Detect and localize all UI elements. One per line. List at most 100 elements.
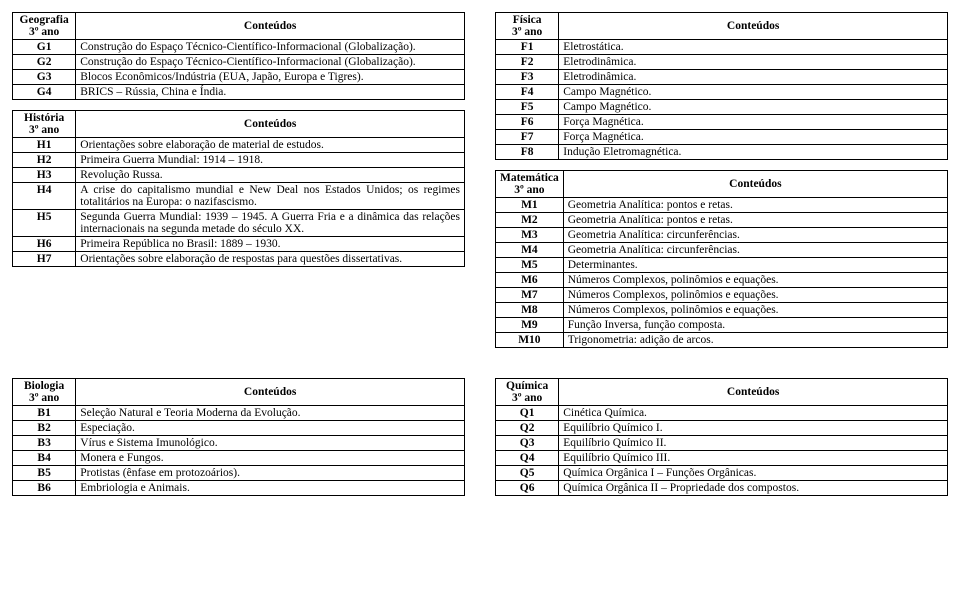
row-code: G1 [13, 40, 76, 55]
subject-header: Biologia3º ano [13, 379, 76, 406]
row-code: F5 [496, 100, 559, 115]
table-row: G3Blocos Econômicos/Indústria (EUA, Japã… [13, 70, 465, 85]
row-code: M3 [496, 228, 564, 243]
row-code: B5 [13, 466, 76, 481]
table-row: F5Campo Magnético. [496, 100, 948, 115]
row-content: Primeira Guerra Mundial: 1914 – 1918. [76, 153, 465, 168]
row-code: M5 [496, 258, 564, 273]
row-code: H5 [13, 210, 76, 237]
row-content: Geometria Analítica: circunferências. [563, 228, 947, 243]
table-row: H2Primeira Guerra Mundial: 1914 – 1918. [13, 153, 465, 168]
table-row: Q3Equilíbrio Químico II. [496, 436, 948, 451]
row-code: Q4 [496, 451, 559, 466]
row-code: M8 [496, 303, 564, 318]
table-row: H1Orientações sobre elaboração de materi… [13, 138, 465, 153]
table-row: F4Campo Magnético. [496, 85, 948, 100]
row-code: G4 [13, 85, 76, 100]
table-header-row: Química3º anoConteúdos [496, 379, 948, 406]
table-row: M8Números Complexos, polinômios e equaçõ… [496, 303, 948, 318]
row-code: B1 [13, 406, 76, 421]
row-content: Segunda Guerra Mundial: 1939 – 1945. A G… [76, 210, 465, 237]
row-content: Protistas (ênfase em protozoários). [76, 466, 465, 481]
table-row: Q6Química Orgânica II – Propriedade dos … [496, 481, 948, 496]
content-header: Conteúdos [76, 111, 465, 138]
row-code: Q1 [496, 406, 559, 421]
table-header-row: História3º anoConteúdos [13, 111, 465, 138]
row-content: Cinética Química. [559, 406, 948, 421]
row-content: Eletrostática. [559, 40, 948, 55]
row-content: Números Complexos, polinômios e equações… [563, 303, 947, 318]
table-row: F6Força Magnética. [496, 115, 948, 130]
subject-header: Matemática3º ano [496, 171, 564, 198]
row-content: Campo Magnético. [559, 100, 948, 115]
row-code: H1 [13, 138, 76, 153]
subject-table: Biologia3º anoConteúdosB1Seleção Natural… [12, 378, 465, 496]
row-content: Geometria Analítica: pontos e retas. [563, 213, 947, 228]
bottom-row: Biologia3º anoConteúdosB1Seleção Natural… [12, 378, 948, 506]
subject-header: Física3º ano [496, 13, 559, 40]
row-content: Geometria Analítica: circunferências. [563, 243, 947, 258]
table-row: B4Monera e Fungos. [13, 451, 465, 466]
table-row: H7Orientações sobre elaboração de respos… [13, 252, 465, 267]
top-right-column: Física3º anoConteúdosF1Eletrostática.F2E… [495, 12, 948, 358]
row-content: Química Orgânica I – Funções Orgânicas. [559, 466, 948, 481]
table-row: G1Construção do Espaço Técnico-Científic… [13, 40, 465, 55]
row-code: H4 [13, 183, 76, 210]
row-code: F7 [496, 130, 559, 145]
row-code: B3 [13, 436, 76, 451]
table-row: M2Geometria Analítica: pontos e retas. [496, 213, 948, 228]
row-content: Primeira República no Brasil: 1889 – 193… [76, 237, 465, 252]
table-row: M3Geometria Analítica: circunferências. [496, 228, 948, 243]
row-content: Embriologia e Animais. [76, 481, 465, 496]
row-content: Orientações sobre elaboração de resposta… [76, 252, 465, 267]
content-header: Conteúdos [563, 171, 947, 198]
table-row: F3Eletrodinâmica. [496, 70, 948, 85]
bottom-right-column: Química3º anoConteúdosQ1Cinética Química… [495, 378, 948, 506]
table-row: M5Determinantes. [496, 258, 948, 273]
row-content: BRICS – Rússia, China e Índia. [76, 85, 465, 100]
table-row: H3Revolução Russa. [13, 168, 465, 183]
subject-table: Matemática3º anoConteúdosM1Geometria Ana… [495, 170, 948, 348]
row-content: Vírus e Sistema Imunológico. [76, 436, 465, 451]
row-content: Blocos Econômicos/Indústria (EUA, Japão,… [76, 70, 465, 85]
subject-header: Geografia3º ano [13, 13, 76, 40]
subject-table: Química3º anoConteúdosQ1Cinética Química… [495, 378, 948, 496]
content-header: Conteúdos [559, 13, 948, 40]
row-code: F8 [496, 145, 559, 160]
row-content: Trigonometria: adição de arcos. [563, 333, 947, 348]
row-code: F3 [496, 70, 559, 85]
row-content: Determinantes. [563, 258, 947, 273]
row-content: Equilíbrio Químico III. [559, 451, 948, 466]
row-code: F1 [496, 40, 559, 55]
row-content: Construção do Espaço Técnico-Científico-… [76, 40, 465, 55]
content-header: Conteúdos [76, 13, 465, 40]
row-code: M9 [496, 318, 564, 333]
row-content: Eletrodinâmica. [559, 70, 948, 85]
row-content: Números Complexos, polinômios e equações… [563, 273, 947, 288]
row-code: F2 [496, 55, 559, 70]
row-code: F4 [496, 85, 559, 100]
table-row: M10Trigonometria: adição de arcos. [496, 333, 948, 348]
row-code: F6 [496, 115, 559, 130]
table-row: M9Função Inversa, função composta. [496, 318, 948, 333]
row-content: Equilíbrio Químico II. [559, 436, 948, 451]
row-code: H7 [13, 252, 76, 267]
row-content: Força Magnética. [559, 130, 948, 145]
row-content: Eletrodinâmica. [559, 55, 948, 70]
subject-table: Geografia3º anoConteúdosG1Construção do … [12, 12, 465, 100]
row-code: Q6 [496, 481, 559, 496]
table-row: B1Seleção Natural e Teoria Moderna da Ev… [13, 406, 465, 421]
table-row: Q1Cinética Química. [496, 406, 948, 421]
row-content: Seleção Natural e Teoria Moderna da Evol… [76, 406, 465, 421]
table-row: F7Força Magnética. [496, 130, 948, 145]
row-content: Indução Eletromagnética. [559, 145, 948, 160]
row-code: M7 [496, 288, 564, 303]
row-content: Química Orgânica II – Propriedade dos co… [559, 481, 948, 496]
row-content: A crise do capitalismo mundial e New Dea… [76, 183, 465, 210]
subject-header: História3º ano [13, 111, 76, 138]
table-row: B3Vírus e Sistema Imunológico. [13, 436, 465, 451]
row-code: M6 [496, 273, 564, 288]
row-content: Revolução Russa. [76, 168, 465, 183]
row-content: Função Inversa, função composta. [563, 318, 947, 333]
table-header-row: Física3º anoConteúdos [496, 13, 948, 40]
